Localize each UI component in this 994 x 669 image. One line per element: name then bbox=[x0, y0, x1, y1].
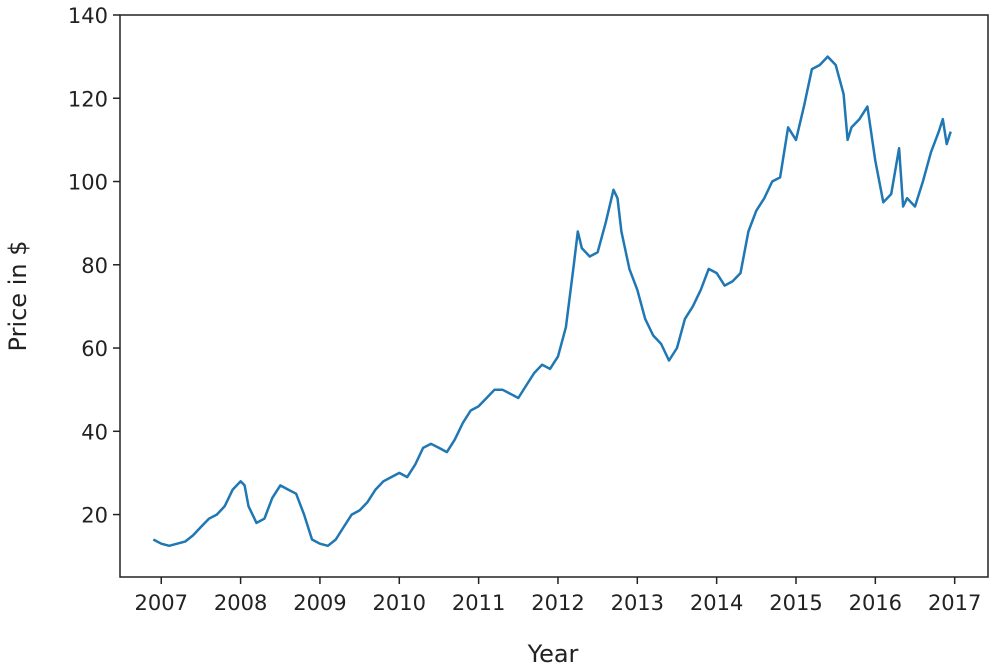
x-tick-label: 2010 bbox=[373, 591, 426, 615]
x-axis-label: Year bbox=[527, 640, 579, 668]
y-tick-label: 20 bbox=[81, 504, 108, 528]
x-tick-label: 2011 bbox=[452, 591, 505, 615]
x-tick-label: 2012 bbox=[531, 591, 584, 615]
x-tick-label: 2014 bbox=[690, 591, 743, 615]
y-tick-label: 140 bbox=[68, 4, 108, 28]
y-axis-label: Price in $ bbox=[4, 241, 32, 352]
plot-frame bbox=[119, 14, 989, 578]
y-tick-label: 80 bbox=[81, 254, 108, 278]
y-tick-label: 40 bbox=[81, 420, 108, 444]
x-tick-label: 2007 bbox=[135, 591, 188, 615]
x-tick-label: 2017 bbox=[928, 591, 981, 615]
x-tick-label: 2013 bbox=[611, 591, 664, 615]
x-tick-label: 2016 bbox=[849, 591, 902, 615]
y-tick-label: 100 bbox=[68, 171, 108, 195]
x-tick-label: 2015 bbox=[769, 591, 822, 615]
price-line bbox=[152, 55, 952, 548]
x-tick-label: 2008 bbox=[214, 591, 267, 615]
y-tick-label: 60 bbox=[81, 337, 108, 361]
y-tick-label: 120 bbox=[68, 87, 108, 111]
x-tick-label: 2009 bbox=[293, 591, 346, 615]
